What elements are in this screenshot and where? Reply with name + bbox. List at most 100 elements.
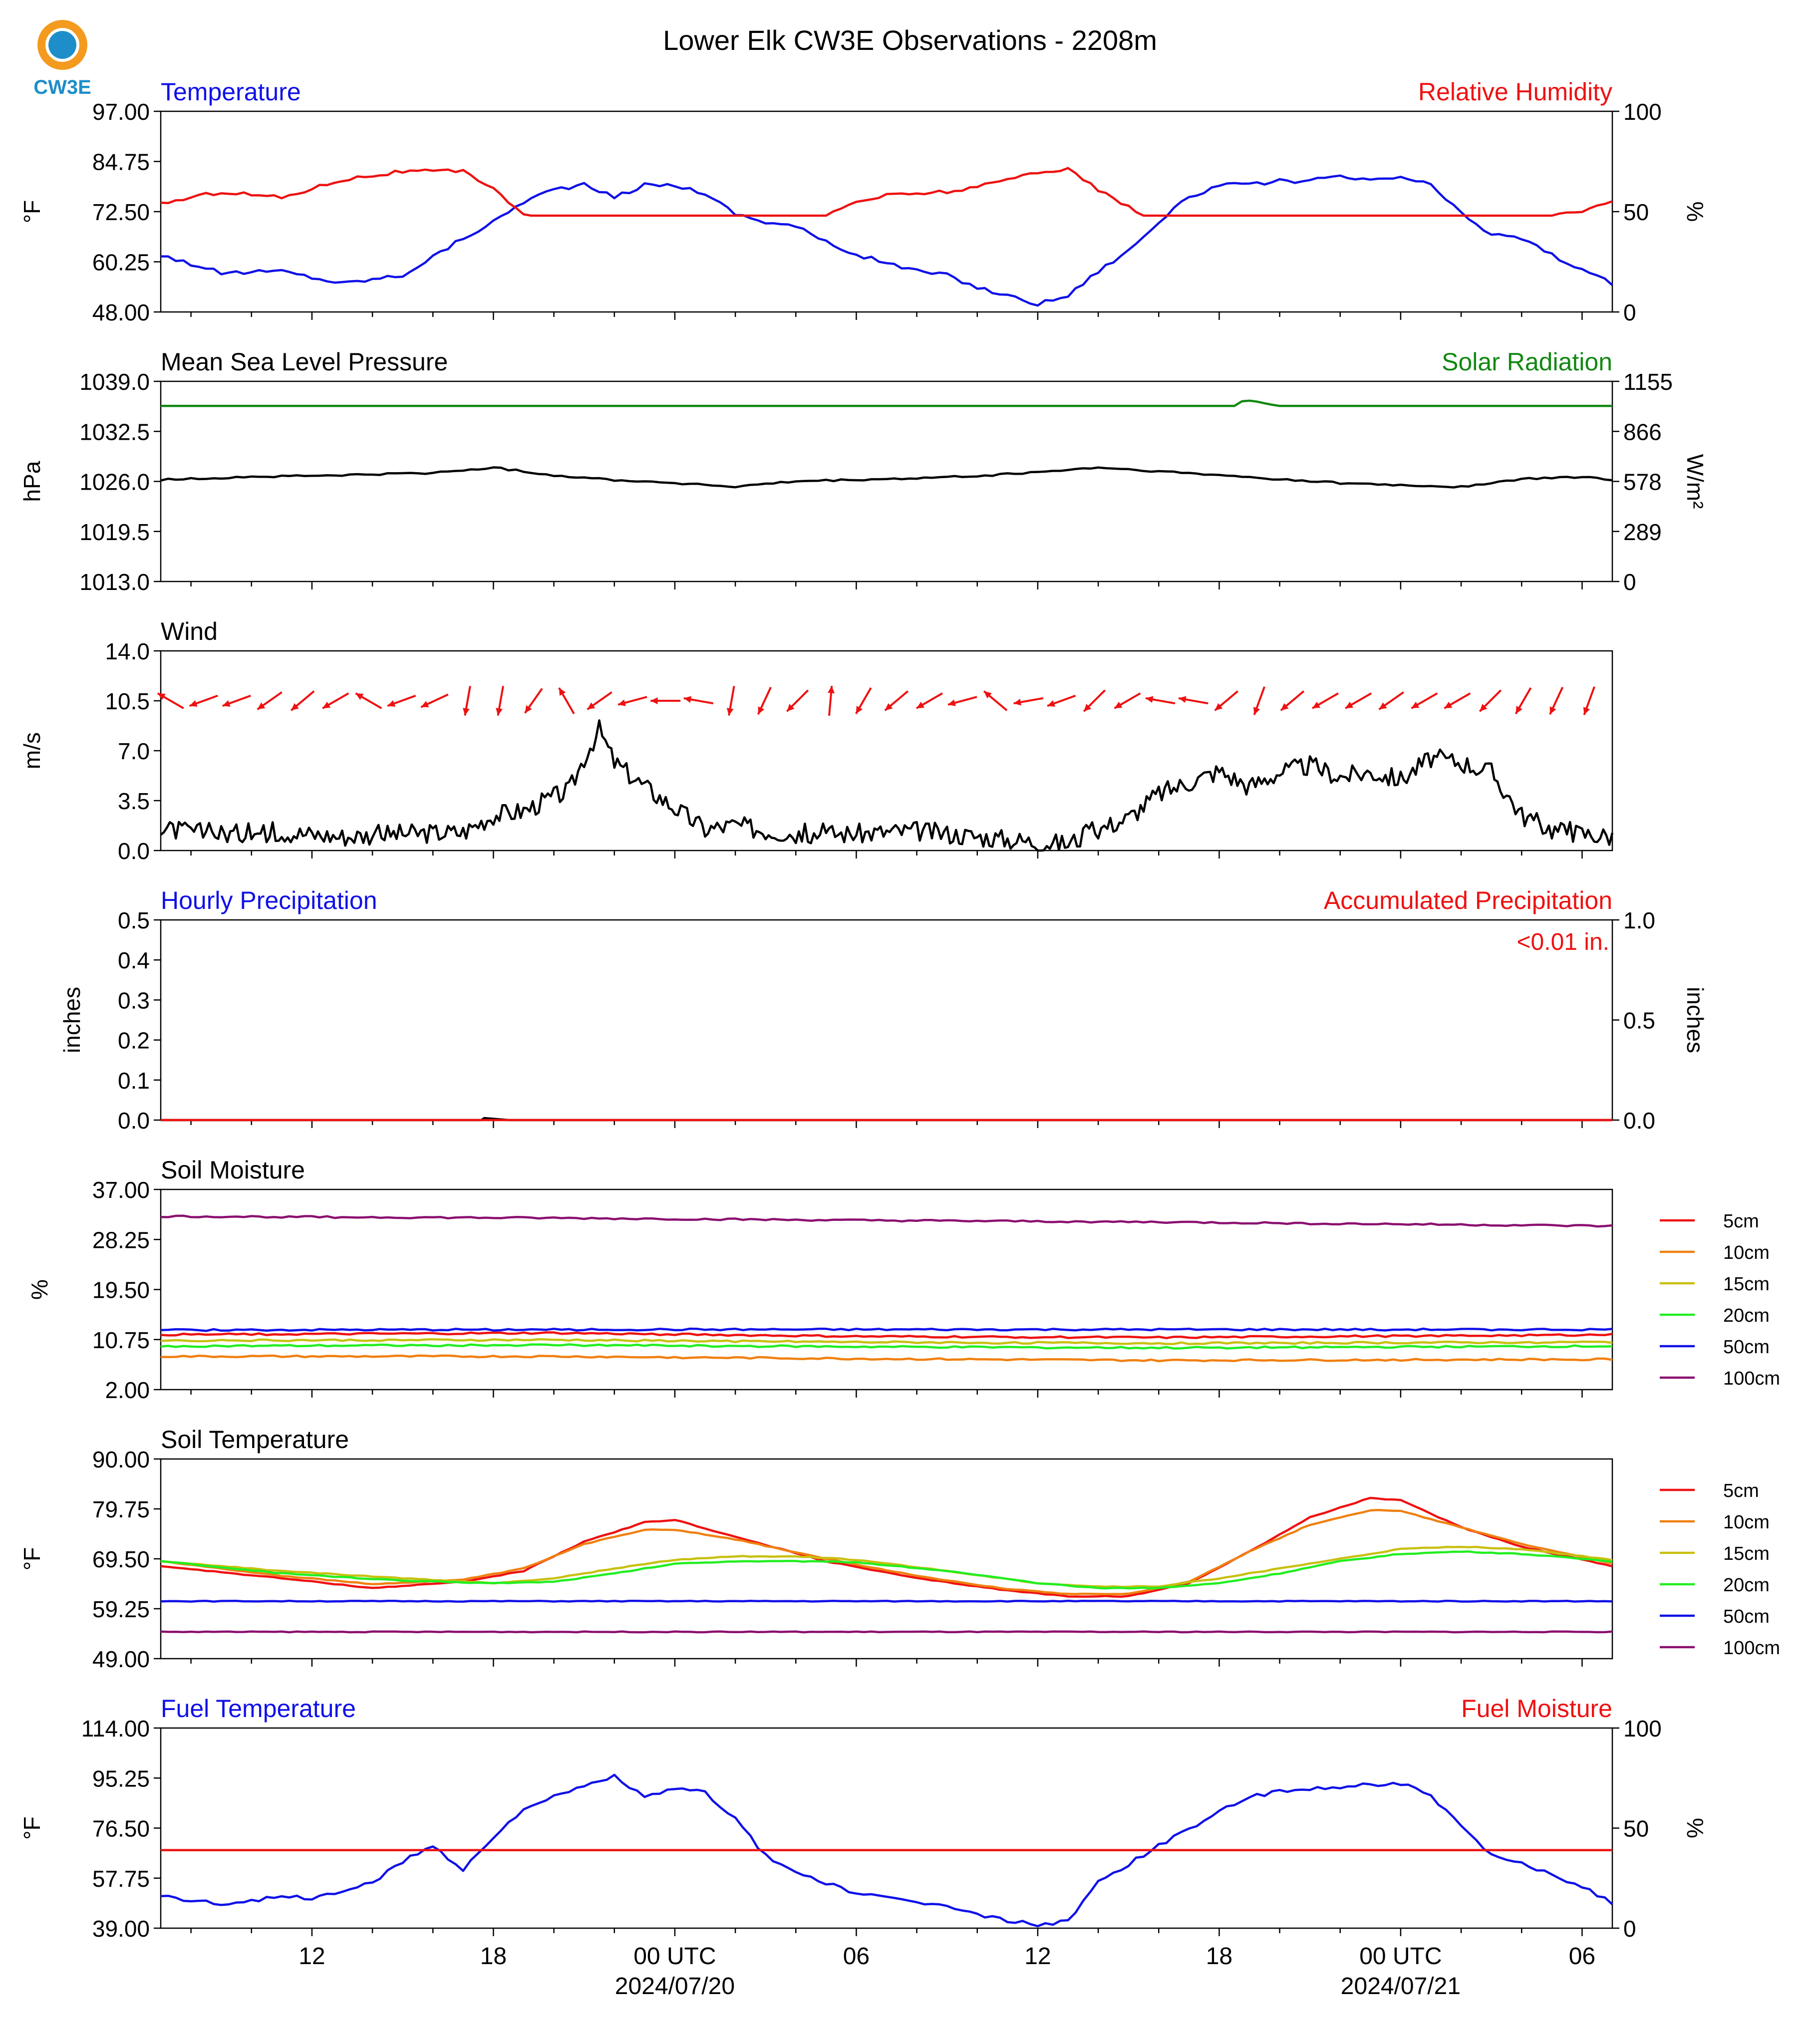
wind-direction-arrow (387, 694, 416, 707)
series-line-solar-radiation (161, 399, 1612, 407)
y-axis-unit: °F (19, 200, 45, 224)
wind-arrow-head (291, 703, 299, 711)
wind-direction-arrow (157, 692, 184, 709)
y-axis-unit: inches (59, 987, 85, 1053)
y-tick-label: 0.0 (118, 838, 150, 864)
wind-arrow-head (257, 702, 266, 710)
wind-arrow-head (387, 700, 396, 707)
x-date-label: 2024/07/20 (615, 1973, 735, 2000)
y2-tick-label: 0.5 (1623, 1008, 1655, 1034)
legend-entry: 100cm (1660, 1368, 1780, 1389)
wind-arrow-head (1146, 696, 1154, 703)
panel-title-left: Soil Temperature (161, 1426, 349, 1453)
y-tick-label: 49.00 (92, 1646, 150, 1672)
legend-entry: 5cm (1660, 1480, 1759, 1501)
y-axis-unit: m/s (19, 732, 45, 769)
series-line-10cm (160, 1509, 1613, 1596)
wind-direction-arrow (884, 690, 909, 711)
panel-title-left: Hourly Precipitation (161, 886, 377, 914)
x-tick-label: 18 (480, 1943, 507, 1970)
panel-title-left: Mean Sea Level Pressure (161, 348, 448, 376)
panel-6: 90.00 79.75 69.50 59.25 49.00 Soil Temperatur… (19, 1426, 1780, 1672)
y2-axis-unit: inches (1682, 987, 1708, 1053)
panel-title-right: Fuel Moisture (1461, 1695, 1612, 1723)
y2-tick-label: 866 (1623, 419, 1662, 445)
plot-area-frame (160, 650, 1613, 852)
wind-arrow-head (1084, 704, 1092, 712)
legend-entry: 20cm (1660, 1305, 1770, 1326)
wind-direction-arrow (496, 686, 504, 716)
legend-label: 5cm (1723, 1211, 1759, 1232)
legend-entry: 100cm (1660, 1638, 1780, 1659)
wind-direction-arrow (617, 696, 647, 706)
series-line-relative-humidity (160, 167, 1613, 217)
wind-arrow-head (1516, 706, 1522, 714)
chart-title: Lower Elk CW3E Observations - 2208m (663, 24, 1157, 56)
wind-arrow-head (1214, 703, 1223, 711)
y2-tick-label: 1.0 (1623, 907, 1655, 933)
wind-direction-arrow (915, 692, 943, 709)
wind-arrow-head (525, 705, 532, 713)
wind-arrow-head (1549, 706, 1556, 715)
series-line-fuel-temperature (160, 1773, 1613, 1928)
wind-direction-arrow (1312, 692, 1339, 709)
series-line-50cm (160, 1599, 1613, 1603)
panel-title-left: Temperature (161, 78, 301, 106)
y-tick-label: 2.00 (105, 1377, 150, 1403)
wind-arrow-head (1583, 707, 1590, 715)
legend-label: 15cm (1723, 1274, 1770, 1295)
logo-text: CW3E (33, 76, 91, 98)
series-line-5cm (160, 1496, 1613, 1598)
y-tick-label: 39.00 (92, 1916, 150, 1942)
series-line-temperature (160, 174, 1613, 307)
y2-tick-label: 289 (1623, 519, 1662, 545)
x-date-label: 2024/07/21 (1341, 1973, 1461, 2000)
wind-direction-arrow (1083, 689, 1106, 712)
y2-tick-label: 0.0 (1623, 1108, 1655, 1134)
wind-arrow-head (948, 699, 956, 706)
wind-direction-arrow (257, 691, 283, 710)
wind-direction-arrow (786, 689, 809, 712)
wind-arrow-head (189, 700, 198, 707)
y2-tick-label: 0 (1623, 299, 1636, 325)
wind-arrow-head (758, 706, 765, 715)
series-line-10cm (160, 1354, 1613, 1363)
wind-direction-arrow (947, 696, 977, 706)
wind-arrow-head (322, 701, 331, 708)
y-tick-label: 69.50 (92, 1546, 150, 1572)
logo-globe (48, 31, 76, 59)
wind-arrow-head (1114, 701, 1123, 708)
wind-arrow-head (618, 699, 626, 706)
wind-arrow-head (463, 708, 470, 716)
y-tick-label: 72.50 (92, 199, 150, 225)
y-tick-label: 1019.5 (79, 519, 150, 545)
panel-5: 37.00 28.25 19.50 10.75 2.00 Soil Moisture% 5c… (26, 1156, 1780, 1403)
y-tick-label: 1039.0 (79, 369, 150, 395)
logo: CW3E (33, 20, 91, 98)
y2-tick-label: 50 (1623, 199, 1649, 225)
wind-direction-arrow (420, 693, 449, 708)
y-tick-label: 10.5 (105, 688, 150, 714)
y2-tick-label: 1155 (1623, 369, 1673, 395)
wind-arrow-head (787, 704, 795, 712)
wind-direction-arrow (683, 696, 714, 705)
wind-arrow-head (828, 686, 835, 694)
wind-direction-arrow (189, 694, 218, 707)
y-axis-unit: °F (19, 1547, 45, 1571)
wind-arrow-head (683, 696, 692, 703)
wind-direction-arrow (828, 685, 835, 716)
wind-arrow-head (726, 708, 734, 716)
wind-direction-arrow (1515, 687, 1532, 714)
series-line-15cm (160, 1545, 1613, 1588)
wind-arrow-head (856, 706, 863, 714)
wind-direction-arrow (855, 687, 872, 714)
y-tick-label: 0.2 (118, 1028, 150, 1054)
y-tick-label: 0.3 (118, 987, 150, 1013)
y-tick-label: 0.1 (118, 1068, 150, 1094)
y-tick-label: 0.0 (118, 1108, 150, 1134)
y2-tick-label: 0 (1623, 569, 1636, 595)
y2-axis-unit: W/m² (1682, 454, 1708, 509)
y2-axis-unit: % (1682, 202, 1708, 222)
y-tick-label: 76.50 (92, 1816, 150, 1842)
